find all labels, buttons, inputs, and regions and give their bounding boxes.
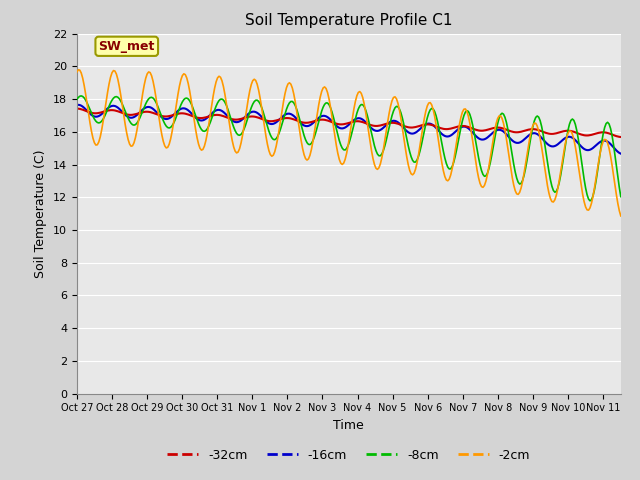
-16cm xyxy=(143,104,151,110)
-16cm xyxy=(258,114,266,120)
-2cm xyxy=(143,71,151,77)
-32cm xyxy=(350,119,358,124)
-16cm xyxy=(473,134,481,140)
-2cm xyxy=(73,69,81,75)
-32cm xyxy=(617,134,625,140)
-8cm xyxy=(608,132,616,138)
-2cm xyxy=(473,168,481,173)
X-axis label: Time: Time xyxy=(333,419,364,432)
Line: -8cm: -8cm xyxy=(77,96,621,201)
-16cm xyxy=(164,116,172,122)
-32cm xyxy=(605,131,613,136)
-2cm xyxy=(74,67,82,73)
-8cm xyxy=(73,96,81,102)
-8cm xyxy=(258,104,266,110)
Text: SW_met: SW_met xyxy=(99,40,155,53)
Line: -2cm: -2cm xyxy=(77,70,621,216)
Line: -16cm: -16cm xyxy=(77,105,621,154)
-16cm xyxy=(73,102,81,108)
-8cm xyxy=(351,116,359,121)
-8cm xyxy=(586,198,594,204)
Line: -32cm: -32cm xyxy=(77,108,621,137)
Y-axis label: Soil Temperature (C): Soil Temperature (C) xyxy=(35,149,47,278)
-8cm xyxy=(143,98,151,104)
-16cm xyxy=(617,151,625,156)
Title: Soil Temperature Profile C1: Soil Temperature Profile C1 xyxy=(245,13,452,28)
-16cm xyxy=(351,116,359,122)
-2cm xyxy=(351,98,359,104)
-8cm xyxy=(77,93,85,99)
-8cm xyxy=(473,147,481,153)
-2cm xyxy=(607,153,614,159)
-32cm xyxy=(142,109,150,115)
-8cm xyxy=(617,194,625,200)
-32cm xyxy=(472,127,479,132)
-2cm xyxy=(164,144,172,150)
-32cm xyxy=(256,115,264,121)
-2cm xyxy=(258,104,266,110)
Legend: -32cm, -16cm, -8cm, -2cm: -32cm, -16cm, -8cm, -2cm xyxy=(162,444,536,467)
-16cm xyxy=(607,141,614,147)
-16cm xyxy=(74,102,82,108)
-8cm xyxy=(164,125,172,131)
-32cm xyxy=(73,106,81,111)
-2cm xyxy=(617,213,625,219)
-32cm xyxy=(163,114,170,120)
